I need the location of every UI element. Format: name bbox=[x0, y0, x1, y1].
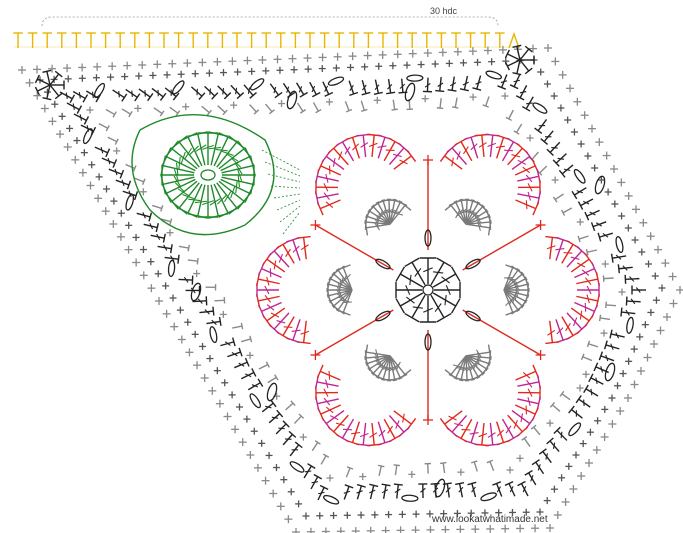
large-flower-motif bbox=[256, 133, 600, 447]
watermark: www.lookatwhatimade.net bbox=[432, 514, 548, 525]
chain-ovals bbox=[34, 44, 616, 498]
outer-border-rounds bbox=[18, 44, 683, 533]
stitch-count-label: 30 hdc bbox=[430, 6, 458, 16]
small-green-motif bbox=[131, 114, 301, 236]
top-hdc-row bbox=[13, 16, 520, 49]
